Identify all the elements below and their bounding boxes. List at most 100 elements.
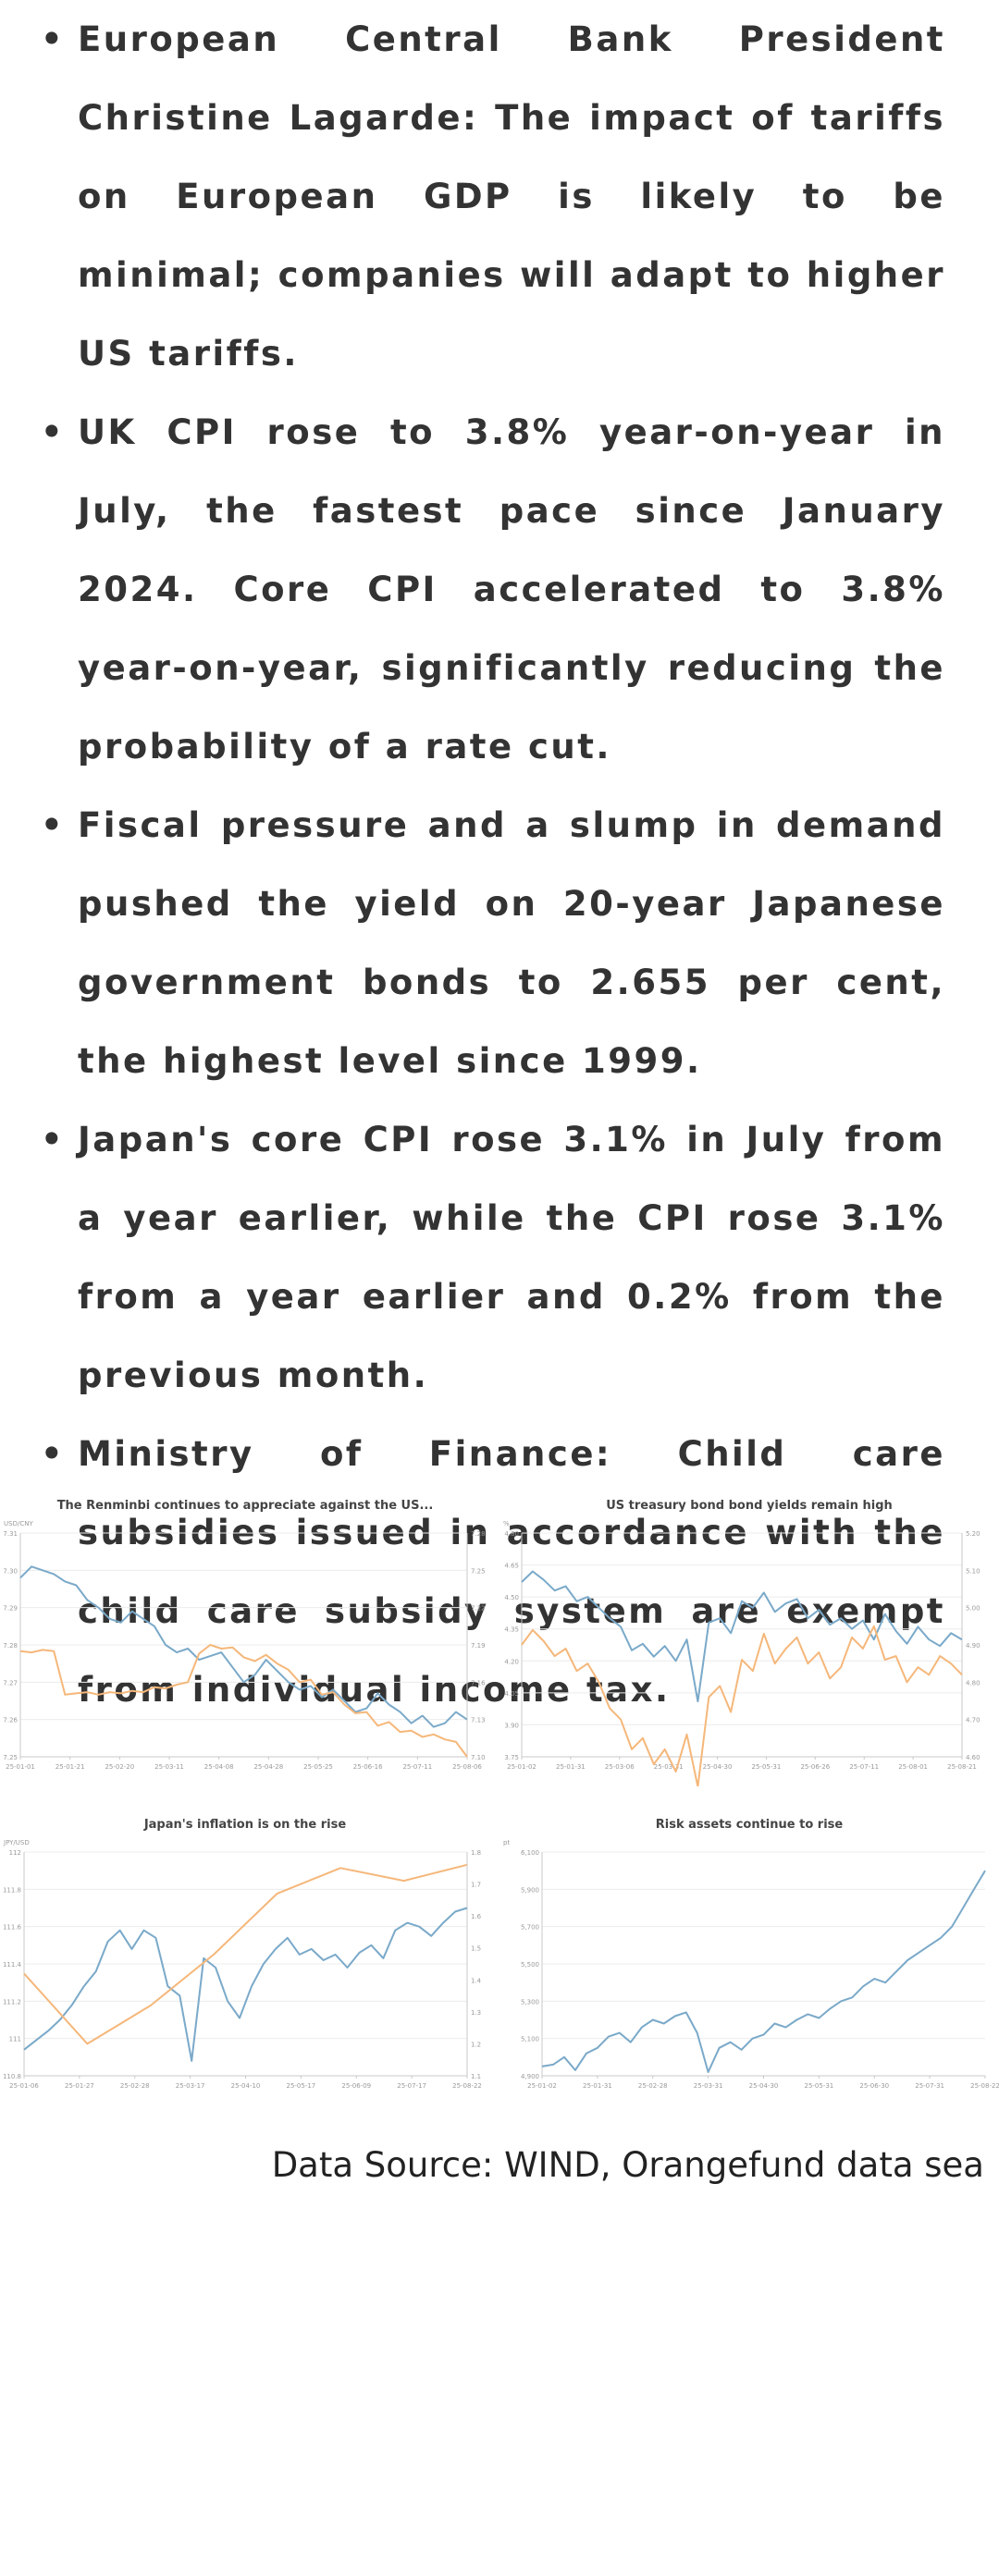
x-tick-label: 25-08-22	[970, 2082, 999, 2090]
y-tick-label: 5,700	[521, 1924, 539, 1932]
x-tick-label: 25-07-11	[849, 1763, 879, 1771]
x-tick-label: 25-05-31	[804, 2082, 833, 2090]
x-tick-label: 25-06-30	[859, 2082, 889, 2090]
y-right-tick-label: 7.10	[471, 1754, 486, 1761]
x-tick-label: 25-01-06	[9, 2082, 39, 2090]
y-tick-label: 7.25	[3, 1754, 18, 1761]
x-tick-label: 25-08-22	[452, 2082, 482, 2090]
x-tick-label: 25-05-25	[303, 1763, 333, 1771]
news-list: European Central Bank President Christin…	[0, 0, 999, 1729]
series-line-1	[23, 1907, 468, 2062]
x-tick-label: 25-06-09	[341, 2082, 371, 2090]
y-tick-label: 3.90	[504, 1722, 519, 1729]
y-axis-label: pt	[503, 1839, 510, 1846]
y-tick-label: 7.26	[3, 1717, 18, 1724]
series-line-2	[23, 1863, 468, 2045]
x-tick-label: 25-01-01	[6, 1763, 35, 1771]
x-tick-label: 25-01-02	[507, 1763, 536, 1771]
y-tick-label: 4.05	[504, 1690, 519, 1698]
y-tick-label: 4.35	[504, 1626, 519, 1634]
series-line-1	[19, 1565, 468, 1728]
x-tick-label: 25-05-31	[752, 1763, 782, 1771]
news-item: European Central Bank President Christin…	[0, 0, 999, 393]
y-tick-label: 4.50	[504, 1594, 519, 1601]
y-tick-label: 4.20	[504, 1658, 519, 1665]
y-tick-label: 4.65	[504, 1563, 519, 1570]
series-line-2	[19, 1644, 468, 1758]
y-axis-label: %	[503, 1520, 510, 1527]
news-item: Japan's core CPI rose 3.1% in July from …	[0, 1100, 999, 1415]
chart-renminbi: The Renminbi continues to appreciate aga…	[3, 1499, 486, 1771]
y-axis-label: USD/CNY	[4, 1520, 33, 1527]
y-right-tick-label: 4.70	[966, 1717, 980, 1724]
y-right-tick-label: 4.90	[966, 1642, 980, 1650]
y-tick-label: 4,900	[521, 2073, 539, 2080]
news-item: UK CPI rose to 3.8% year-on-year in July…	[0, 393, 999, 786]
y-right-tick-label: 1.4	[471, 1977, 482, 1984]
y-tick-label: 111.4	[3, 1961, 22, 1969]
y-right-tick-label: 7.28	[471, 1530, 486, 1538]
x-tick-label: 25-03-11	[154, 1763, 184, 1771]
x-tick-label: 25-02-28	[120, 2082, 150, 2090]
chart-title: Risk assets continue to rise	[656, 1818, 844, 1832]
x-tick-label: 25-06-16	[353, 1763, 383, 1771]
y-tick-label: 6,100	[521, 1849, 539, 1857]
y-tick-label: 5,300	[521, 1998, 539, 2006]
y-tick-label: 111.8	[3, 1886, 21, 1894]
y-right-tick-label: 5.20	[966, 1530, 980, 1538]
chart-title: Japan's inflation is on the rise	[143, 1818, 347, 1832]
y-tick-label: 7.30	[3, 1567, 18, 1575]
y-right-tick-label: 1.8	[471, 1849, 481, 1857]
x-tick-label: 25-08-21	[947, 1763, 977, 1771]
news-item: Ministry of Finance: Child care subsidie…	[0, 1415, 999, 1729]
news-item: Fiscal pressure and a slump in demand pu…	[0, 786, 999, 1100]
y-right-tick-label: 7.13	[471, 1717, 486, 1724]
x-tick-label: 25-06-26	[800, 1763, 830, 1771]
y-axis-label: JPY/USD	[3, 1839, 30, 1846]
x-tick-label: 25-01-21	[56, 1763, 85, 1771]
y-tick-label: 110.8	[3, 2073, 21, 2080]
x-tick-label: 25-08-01	[898, 1763, 928, 1771]
series-line-1	[521, 1570, 963, 1703]
x-tick-label: 25-01-02	[527, 2082, 557, 2090]
data-source: Data Source: WIND, Orangefund data sea	[271, 2145, 984, 2185]
y-right-tick-label: 4.80	[966, 1679, 980, 1687]
y-right-tick-label: 7.19	[471, 1642, 486, 1650]
y-right-tick-label: 4.60	[966, 1754, 980, 1761]
series-line-2	[521, 1625, 963, 1786]
y-right-tick-label: 1.3	[471, 2009, 481, 2017]
chart-us-treasury: US treasury bond bond yields remain high…	[503, 1499, 980, 1786]
x-tick-label: 25-04-30	[749, 2082, 779, 2090]
y-tick-label: 3.75	[504, 1754, 519, 1761]
y-right-tick-label: 1.6	[471, 1913, 482, 1920]
y-tick-label: 111.6	[3, 1924, 22, 1932]
y-right-tick-label: 1.5	[471, 1945, 481, 1953]
x-tick-label: 25-04-10	[231, 2082, 261, 2090]
y-tick-label: 5,100	[521, 2036, 539, 2043]
y-right-tick-label: 7.22	[471, 1605, 486, 1613]
x-tick-label: 25-01-27	[65, 2082, 94, 2090]
chart-title: The Renminbi continues to appreciate aga…	[57, 1499, 434, 1513]
y-tick-label: 112	[9, 1849, 21, 1857]
y-tick-label: 111	[9, 2036, 21, 2043]
y-right-tick-label: 7.25	[471, 1567, 486, 1575]
x-tick-label: 25-07-11	[402, 1763, 432, 1771]
y-tick-label: 5,500	[521, 1961, 539, 1969]
y-tick-label: 7.28	[3, 1642, 18, 1650]
x-tick-label: 25-05-17	[286, 2082, 315, 2090]
y-tick-label: 7.31	[3, 1530, 18, 1538]
chart-risk-assets: Risk assets continue to rise pt 6,100 5,900…	[503, 1818, 999, 2090]
x-tick-label: 25-03-17	[176, 2082, 205, 2090]
y-right-tick-label: 1.7	[471, 1882, 481, 1889]
y-tick-label: 5,900	[521, 1886, 539, 1894]
y-right-tick-label: 1.2	[471, 2041, 481, 2048]
chart-japan-inflation: Japan's inflation is on the rise JPY/USD 1…	[3, 1818, 482, 2090]
y-tick-label: 4.80	[504, 1530, 519, 1538]
x-tick-label: 25-02-28	[638, 2082, 668, 2090]
series-line-1	[541, 1870, 986, 2073]
x-tick-label: 25-03-31	[654, 1763, 684, 1771]
charts-grid: The Renminbi continues to appreciate aga…	[0, 1489, 999, 2127]
y-right-tick-label: 7.16	[471, 1679, 486, 1687]
y-right-tick-label: 1.1	[471, 2073, 481, 2080]
x-tick-label: 25-03-06	[605, 1763, 635, 1771]
